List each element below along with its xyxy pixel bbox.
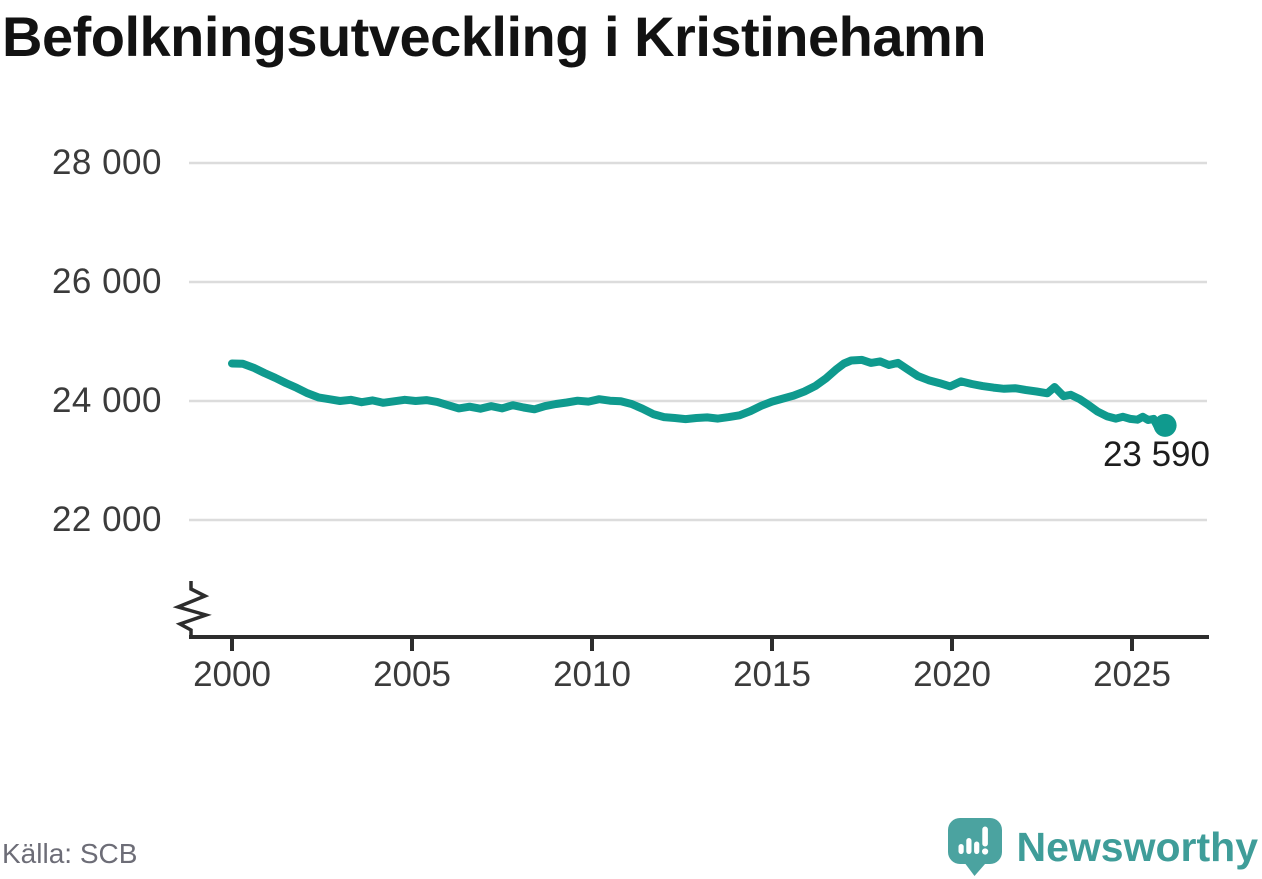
x-tick-label: 2000 <box>193 655 271 694</box>
x-tick-label: 2025 <box>1093 655 1171 694</box>
latest-value-label: 23 590 <box>1102 435 1210 474</box>
x-tick-label: 2010 <box>553 655 631 694</box>
population-line <box>228 355 1170 435</box>
y-tick-label: 28 000 <box>51 143 162 182</box>
y-axis-break-icon <box>172 581 212 637</box>
x-axis <box>172 581 1209 639</box>
bar-tall <box>965 838 971 854</box>
newsworthy-logo: Newsworthy <box>947 817 1259 877</box>
y-tick-label: 24 000 <box>51 381 162 420</box>
brand-name: Newsworthy <box>1016 823 1259 870</box>
latest-value-dot <box>1153 413 1177 437</box>
bar-small <box>958 844 964 854</box>
y-tick-label: 26 000 <box>51 262 162 301</box>
population-line-series <box>228 355 1177 437</box>
bar-medium <box>973 841 979 854</box>
exclamation-dot <box>981 848 988 855</box>
x-axis-ticks <box>230 637 1134 651</box>
x-tick-label: 2005 <box>373 655 451 694</box>
chart-title: Befolkningsutveckling i Kristinehamn <box>2 5 986 68</box>
newsworthy-bubble-chart-icon <box>947 818 1002 876</box>
source-note: Källa: SCB <box>2 838 138 869</box>
gridlines <box>189 161 1207 522</box>
x-tick-label: 2015 <box>733 655 811 694</box>
y-tick-label: 22 000 <box>51 500 162 539</box>
x-tick-label: 2020 <box>913 655 991 694</box>
exclamation-bar <box>981 826 988 847</box>
